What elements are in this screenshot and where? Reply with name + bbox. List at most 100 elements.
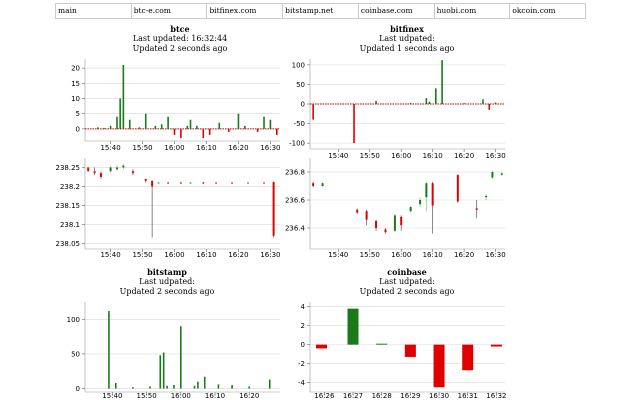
volume-bar: [315, 344, 327, 349]
x-tick-label: 15:40: [328, 251, 348, 259]
candle-body: [356, 209, 359, 213]
candle-body: [247, 182, 250, 184]
candle-body: [87, 167, 90, 172]
x-tick-label: 16:20: [454, 251, 474, 259]
x-tick-label: 16:00: [171, 392, 191, 400]
candle-body: [151, 180, 154, 187]
tab-bitfinex[interactable]: bitfinex.com: [207, 4, 284, 18]
volume-bar: [433, 344, 445, 388]
volume-bar: [248, 386, 251, 389]
x-tick-label: 16:10: [423, 251, 443, 259]
x-tick-label: 16:00: [164, 144, 184, 152]
btce-volume-chart: 0 5 10 15 20 15:40 15:50 16:00 16:10 16:20 16:30: [71, 59, 281, 152]
panel-title: coinbase: [387, 267, 427, 277]
tab-coinbase[interactable]: coinbase.com: [359, 4, 435, 18]
candle-body: [491, 172, 494, 178]
panel-title: bitstamp: [147, 267, 187, 277]
x-tick-label: 16:10: [196, 144, 216, 152]
x-tick-label: 16:28: [372, 392, 392, 400]
volume-bar: [159, 355, 162, 389]
volume-bar: [490, 344, 502, 347]
candle-body: [109, 167, 112, 172]
volume-bar: [149, 386, 151, 389]
volume-bar: [462, 344, 474, 371]
y-tick-label: 0: [76, 125, 80, 133]
candle-body: [115, 167, 118, 170]
y-tick-label: 2: [301, 322, 305, 330]
bitfinex-volume-chart: 100 50 0 -50 -100 15:40 15:50 16:00 16:10 16:20 16…: [289, 59, 506, 160]
volume-bar: [160, 124, 163, 129]
volume-bar: [425, 98, 428, 104]
x-tick-label: 15:50: [360, 152, 380, 160]
y-tick-label: 5: [76, 110, 80, 118]
volume-bar: [114, 383, 117, 389]
candle-body: [409, 207, 412, 212]
volume-bar: [173, 385, 175, 389]
candle-body: [365, 211, 368, 220]
volume-bar: [488, 104, 491, 110]
volume-bar: [376, 343, 388, 345]
volume-bar: [208, 128, 211, 135]
x-tick-label: 16:00: [391, 152, 411, 160]
x-tick-label: 15:40: [102, 392, 122, 400]
x-tick-label: 16:30: [485, 251, 505, 259]
tab-okcoin[interactable]: okcoin.com: [512, 6, 556, 15]
x-tick-label: 16:29: [400, 392, 420, 400]
volume-bar: [428, 101, 431, 104]
candle-body: [272, 181, 275, 236]
candle-body: [263, 182, 266, 184]
volume-bar: [162, 352, 165, 389]
candle-body: [189, 182, 192, 184]
volume-bar: [231, 385, 233, 389]
exchange-tab-bar: main btc-e.com bitfinex.com bitstamp.net…: [55, 3, 586, 19]
volume-bar: [180, 128, 182, 138]
y-tick-label: 238.15: [56, 202, 81, 210]
volume-bar: [237, 113, 240, 129]
updated-ago-text: Updated 2 seconds ago: [359, 287, 455, 296]
candle-body: [425, 183, 428, 198]
candle-body: [93, 171, 96, 174]
volume-bar: [269, 119, 272, 129]
y-tick-label: 236.6: [285, 197, 306, 205]
volume-bar: [128, 119, 131, 129]
volume-bar: [138, 127, 141, 129]
volume-bar: [122, 65, 125, 129]
x-tick-label: 16:20: [239, 392, 259, 400]
y-tick-label: 238.1: [60, 221, 80, 229]
x-tick-label: 16:27: [343, 392, 363, 400]
updated-ago-text: Updated 2 seconds ago: [132, 44, 228, 53]
candle-body: [231, 182, 234, 184]
x-tick-label: 16:00: [164, 251, 184, 259]
x-tick-label: 16:30: [260, 144, 280, 152]
volume-bar: [109, 125, 112, 129]
volume-bar: [347, 308, 359, 345]
bitfinex-price-chart: 236.8 236.6 236.4 15:40 15:50 16:00 16:10 16:20…: [285, 158, 506, 259]
tab-bitstamp[interactable]: bitstamp.net: [283, 4, 359, 18]
x-tick-label: 16:30: [485, 152, 505, 160]
y-tick-label: -100: [289, 140, 305, 148]
coinbase-header: coinbase Last udpated: Updated 2 seconds…: [257, 267, 557, 297]
volume-bar: [404, 344, 416, 357]
candle-body: [144, 178, 147, 181]
candle-body: [485, 195, 488, 198]
candle-body: [157, 182, 160, 184]
candle-body: [179, 182, 182, 184]
volume-bar: [268, 379, 271, 389]
volume-bar: [375, 100, 377, 104]
volume-bar: [218, 122, 221, 129]
updated-ago-text: Updated 1 seconds ago: [359, 44, 455, 53]
x-tick-label: 15:40: [328, 152, 348, 160]
tab-huobi[interactable]: huobi.com: [435, 4, 511, 18]
volume-bar: [193, 385, 196, 389]
x-tick-label: 16:10: [196, 251, 216, 259]
tab-btce[interactable]: btc-e.com: [132, 4, 208, 18]
y-tick-label: 238.05: [56, 240, 81, 248]
y-tick-label: -2: [298, 360, 305, 368]
candle-body: [456, 174, 459, 202]
volume-bar: [244, 125, 246, 129]
candle-body: [419, 200, 422, 205]
x-tick-label: 16:10: [205, 392, 225, 400]
y-tick-label: 0: [76, 385, 80, 393]
tab-main[interactable]: main: [56, 4, 132, 18]
volume-bar: [154, 125, 157, 129]
